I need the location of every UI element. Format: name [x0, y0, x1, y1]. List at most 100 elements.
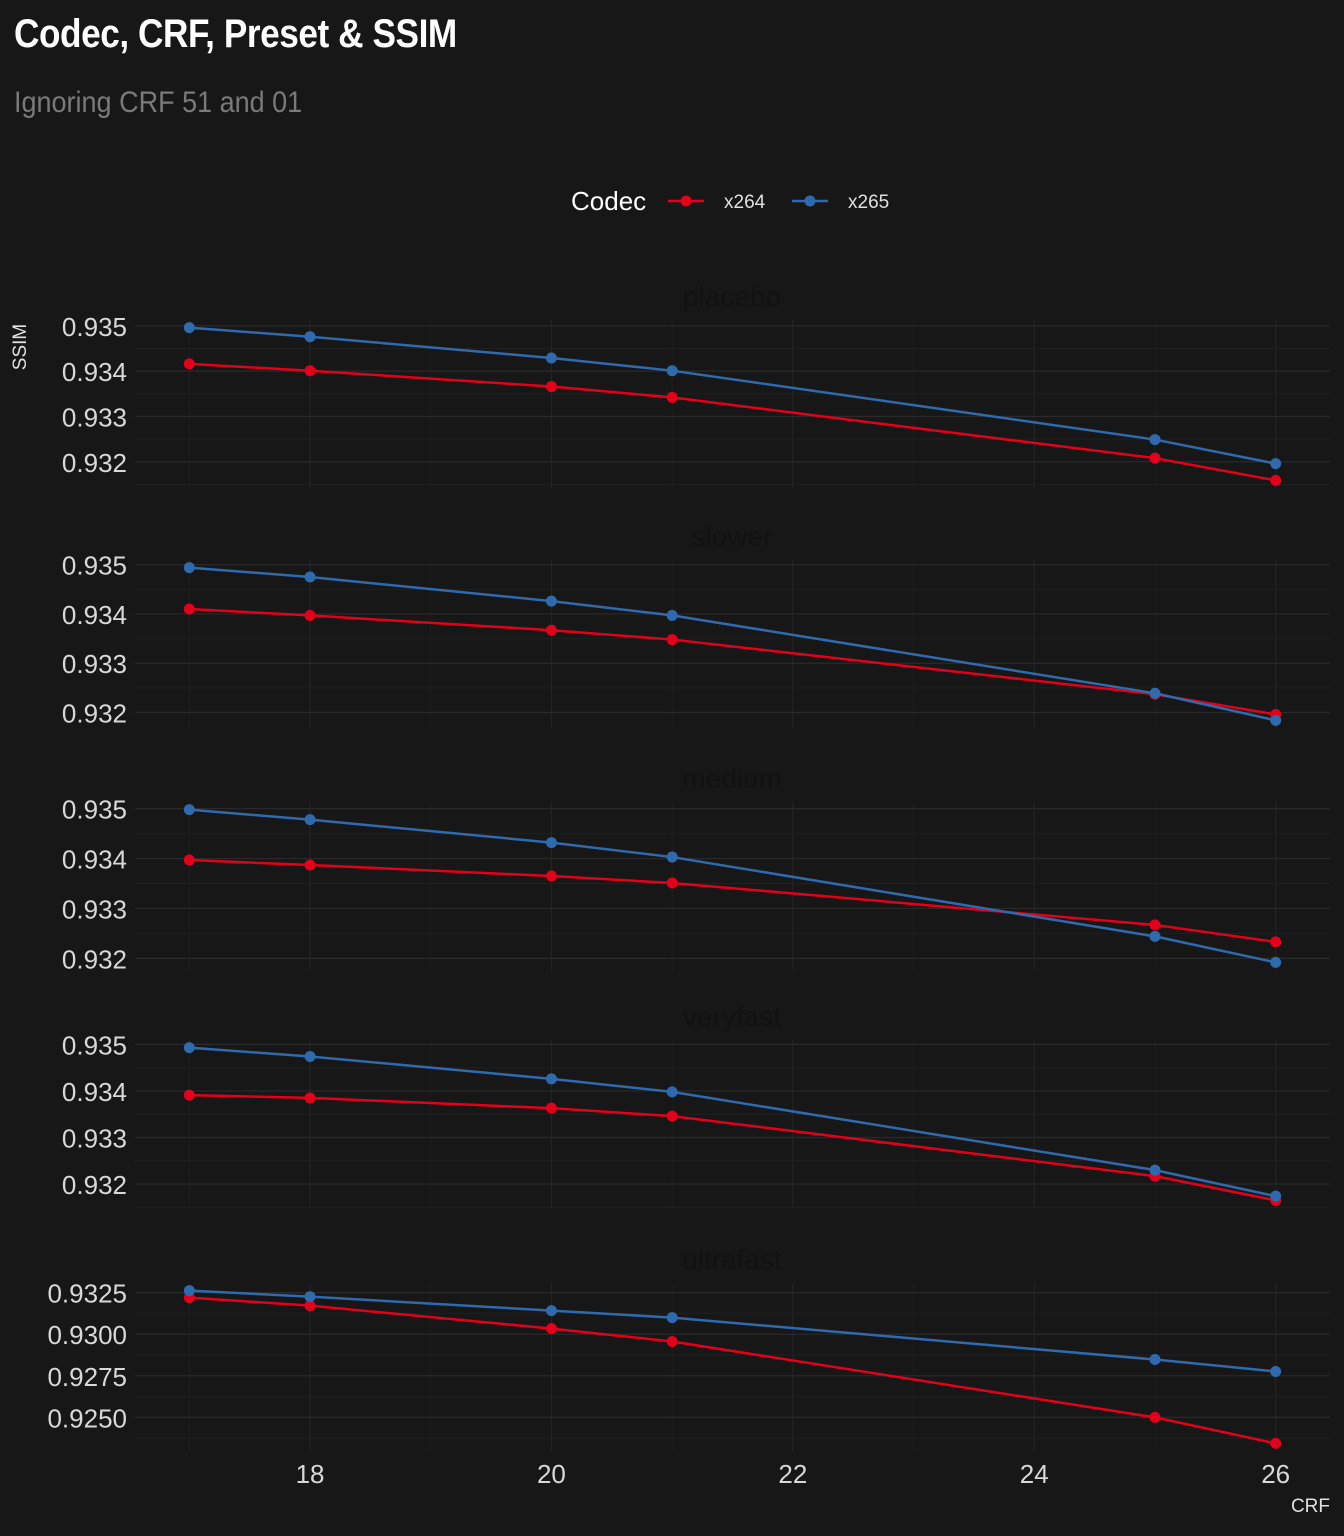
y-tick-label-placebo: 0.934: [62, 357, 127, 387]
facet-title-ultrafast: ultrafast: [682, 1244, 782, 1275]
y-tick-label-slower: 0.933: [62, 649, 127, 679]
data-point-medium-x265: [304, 814, 316, 826]
data-point-medium-x264: [304, 859, 316, 871]
y-tick-label-slower: 0.934: [62, 600, 127, 630]
data-point-placebo-x264: [1149, 452, 1161, 464]
y-tick-label-slower: 0.935: [62, 551, 127, 581]
legend-key-point-x264: [680, 195, 692, 207]
series-line-medium-x264: [189, 858, 1276, 944]
y-axis-label: SSIM: [10, 324, 31, 370]
data-point-medium-x265: [666, 851, 678, 863]
facet-title-veryfast: veryfast: [683, 1001, 781, 1032]
data-point-slower-x264: [183, 603, 195, 615]
data-point-slower-x264: [666, 634, 678, 646]
y-tick-label-placebo: 0.935: [62, 312, 127, 342]
data-point-medium-x265: [1270, 956, 1282, 968]
data-point-ultrafast-x264: [1149, 1411, 1161, 1423]
data-point-slower-x265: [1270, 714, 1282, 726]
data-point-placebo-x264: [1270, 474, 1282, 486]
data-point-medium-x264: [1149, 919, 1161, 931]
legend-key-point-x265: [804, 195, 816, 207]
data-point-placebo-x265: [304, 331, 316, 343]
x-tick-label: 18: [296, 1459, 325, 1489]
y-tick-label-medium: 0.935: [62, 795, 127, 825]
y-tick-label-placebo: 0.932: [62, 448, 127, 478]
data-point-medium-x264: [666, 877, 678, 889]
data-point-ultrafast-x265: [183, 1285, 195, 1297]
data-point-placebo-x264: [545, 381, 557, 393]
series-line-placebo-x264: [189, 362, 1276, 482]
legend-label-x264: x264: [724, 192, 766, 213]
data-point-placebo-x265: [666, 365, 678, 377]
series-line-ultrafast-x265: [189, 1289, 1276, 1373]
series-line-medium-x265: [189, 808, 1276, 964]
data-point-slower-x264: [545, 624, 557, 636]
data-point-placebo-x265: [183, 322, 195, 334]
y-tick-label-placebo: 0.933: [62, 402, 127, 432]
data-point-ultrafast-x264: [545, 1323, 557, 1335]
data-point-placebo-x264: [666, 391, 678, 403]
data-point-slower-x264: [304, 609, 316, 621]
data-point-placebo-x265: [1149, 434, 1161, 446]
data-point-veryfast-x265: [545, 1073, 557, 1085]
facet-title-medium: medium: [682, 763, 782, 794]
data-point-medium-x265: [545, 837, 557, 849]
y-tick-label-medium: 0.932: [62, 944, 127, 974]
data-point-placebo-x264: [304, 365, 316, 377]
y-tick-label-veryfast: 0.933: [62, 1124, 127, 1154]
data-point-medium-x264: [183, 854, 195, 866]
facet-title-placebo: placebo: [683, 281, 781, 312]
y-tick-label-medium: 0.934: [62, 845, 127, 875]
x-tick-label: 26: [1261, 1459, 1290, 1489]
data-point-veryfast-x265: [183, 1042, 195, 1054]
y-tick-label-ultrafast: 0.9250: [47, 1403, 127, 1433]
data-point-veryfast-x265: [304, 1050, 316, 1062]
data-point-medium-x265: [183, 804, 195, 816]
data-point-medium-x264: [1270, 936, 1282, 948]
y-tick-label-veryfast: 0.932: [62, 1170, 127, 1200]
y-tick-label-medium: 0.933: [62, 894, 127, 924]
data-point-veryfast-x264: [183, 1089, 195, 1101]
x-tick-label: 22: [778, 1459, 807, 1489]
data-point-ultrafast-x265: [545, 1305, 557, 1317]
chart-title: Codec, CRF, Preset & SSIM: [14, 12, 457, 56]
data-point-veryfast-x265: [666, 1086, 678, 1098]
data-point-slower-x265: [545, 595, 557, 607]
data-point-medium-x264: [545, 870, 557, 882]
series-line-ultrafast-x264: [189, 1296, 1276, 1445]
data-point-placebo-x264: [183, 358, 195, 370]
data-point-ultrafast-x265: [1149, 1354, 1161, 1366]
y-tick-label-ultrafast: 0.9325: [47, 1279, 127, 1309]
data-point-ultrafast-x265: [666, 1312, 678, 1324]
y-tick-label-slower: 0.932: [62, 698, 127, 728]
y-tick-label-ultrafast: 0.9300: [47, 1320, 127, 1350]
data-point-veryfast-x264: [545, 1102, 557, 1114]
data-point-medium-x265: [1149, 930, 1161, 942]
x-axis-label: CRF: [1291, 1496, 1330, 1517]
data-point-ultrafast-x264: [666, 1336, 678, 1348]
legend-label-x265: x265: [848, 192, 889, 213]
legend-title: Codec: [571, 186, 646, 216]
data-point-ultrafast-x264: [1270, 1437, 1282, 1449]
x-tick-label: 20: [537, 1459, 566, 1489]
data-point-ultrafast-x265: [1270, 1365, 1282, 1377]
series-line-slower-x265: [189, 566, 1276, 722]
data-point-ultrafast-x264: [304, 1300, 316, 1312]
y-tick-label-veryfast: 0.934: [62, 1077, 127, 1107]
x-tick-label: 24: [1020, 1459, 1049, 1489]
data-point-slower-x265: [304, 571, 316, 583]
data-point-veryfast-x265: [1149, 1164, 1161, 1176]
data-point-ultrafast-x265: [304, 1291, 316, 1303]
data-point-placebo-x265: [545, 352, 557, 364]
facet-title-slower: slower: [692, 521, 773, 552]
chart-subtitle: Ignoring CRF 51 and 01: [14, 86, 303, 119]
y-tick-label-ultrafast: 0.9275: [47, 1362, 127, 1392]
data-point-placebo-x265: [1270, 458, 1282, 470]
data-point-veryfast-x265: [1270, 1190, 1282, 1202]
y-tick-label-veryfast: 0.935: [62, 1030, 127, 1060]
data-point-slower-x265: [1149, 687, 1161, 699]
data-point-slower-x265: [666, 609, 678, 621]
series-line-veryfast-x264: [189, 1093, 1276, 1202]
data-point-slower-x265: [183, 562, 195, 574]
